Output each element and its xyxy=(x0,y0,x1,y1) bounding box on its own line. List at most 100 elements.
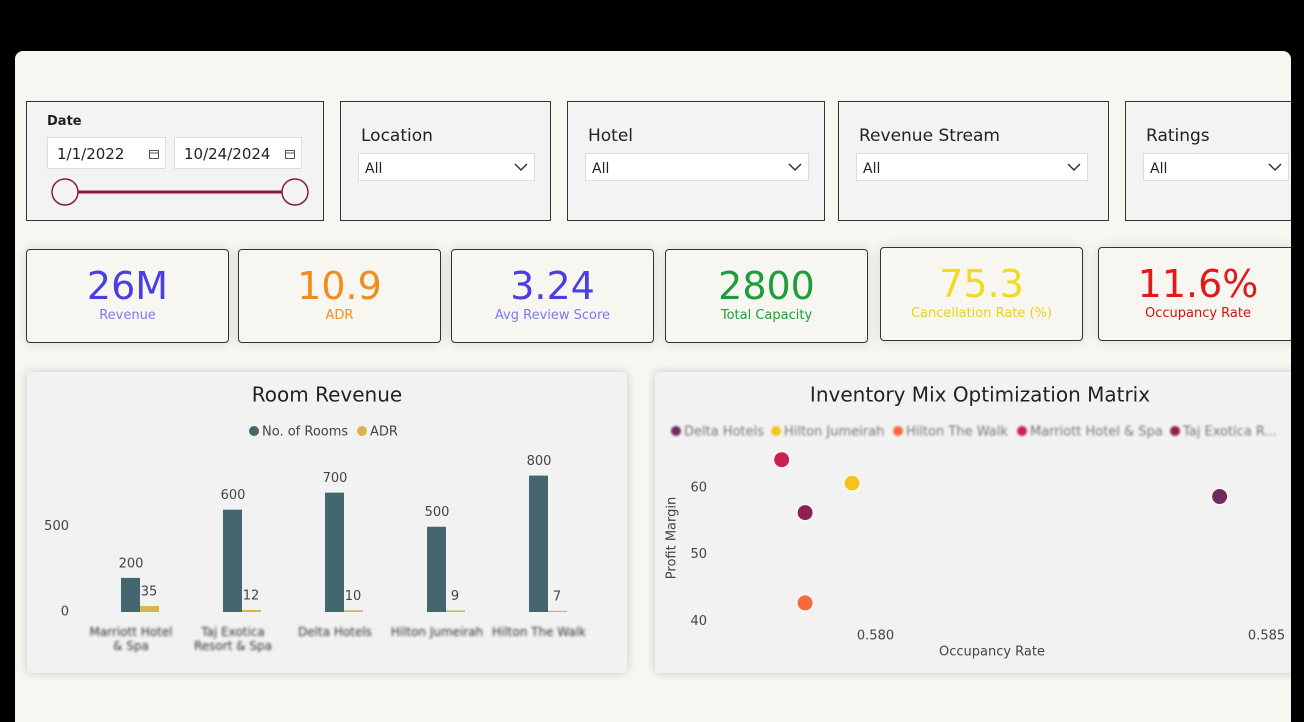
dropdown[interactable]: All xyxy=(358,153,535,181)
dropdown-value: All xyxy=(592,161,610,177)
kpi-value: 75.3 xyxy=(939,262,1024,306)
legend-item: Hilton Jumeirah xyxy=(771,425,884,440)
kpi-card: 2800 Total Capacity xyxy=(665,249,868,343)
start-date-text: 1/1/2022 xyxy=(57,145,125,163)
scatter-point xyxy=(843,474,861,492)
data-label: 200 xyxy=(119,556,144,571)
data-label: 700 xyxy=(323,471,348,486)
legend-swatch xyxy=(357,426,367,436)
legend-item: Delta Hotels xyxy=(671,425,764,440)
chevron xyxy=(788,163,802,172)
filter-label: Revenue Stream xyxy=(859,126,1000,146)
legend-swatch xyxy=(771,426,781,436)
bar xyxy=(344,610,363,612)
data-label: 10 xyxy=(345,589,362,604)
x-tick-label: Delta Hotels xyxy=(298,625,372,639)
dropdown[interactable]: All xyxy=(585,153,809,181)
calendar-icon xyxy=(285,150,295,159)
kpi-label: Cancellation Rate (%) xyxy=(910,306,1053,321)
chevron xyxy=(1268,163,1282,172)
kpi-label: ADR xyxy=(325,308,354,323)
data-label: 12 xyxy=(243,588,260,603)
scatter-point xyxy=(796,594,814,612)
date-slider[interactable] xyxy=(37,175,317,209)
bar xyxy=(548,610,567,612)
legend-swatch xyxy=(671,426,681,436)
x-axis-label: Occupancy Rate xyxy=(939,645,1045,660)
slider-handle[interactable] xyxy=(51,178,79,206)
dropdown-value: All xyxy=(1150,161,1168,177)
kpi-value: 3.24 xyxy=(510,264,595,308)
bar xyxy=(529,475,548,612)
y-tick-label: 50 xyxy=(690,547,707,562)
x-tick-label: Hilton Jumeirah xyxy=(390,625,484,639)
chart-title: Inventory Mix Optimization Matrix xyxy=(810,383,1150,407)
chart-title: Room Revenue xyxy=(252,383,402,407)
legend-label: Hilton Jumeirah xyxy=(784,425,884,440)
x-tick-label: 0.585 xyxy=(1248,629,1285,644)
kpi-value: 11.6% xyxy=(1137,262,1259,306)
scatter-point xyxy=(796,504,814,522)
legend-label: Taj Exotica R... xyxy=(1182,425,1277,440)
legend-label: Hilton The Walk xyxy=(906,425,1008,440)
legend-item: Marriott Hotel & Spa xyxy=(1017,425,1163,440)
kpi-value: 26M xyxy=(86,264,169,308)
x-tick-label: 0.580 xyxy=(857,629,894,644)
dropdown[interactable]: All xyxy=(1143,153,1289,181)
legend-label: Delta Hotels xyxy=(684,425,764,440)
end-date-text: 10/24/2024 xyxy=(184,145,271,163)
kpi-label: Occupancy Rate xyxy=(1144,306,1251,321)
kpi-card: 26M Revenue xyxy=(26,249,229,343)
legend-item: Hilton The Walk xyxy=(893,425,1008,440)
data-label: 600 xyxy=(221,488,246,503)
date-filter: Date 1/1/2022 10/24/2024 xyxy=(26,101,324,221)
legend-label: No. of Rooms xyxy=(262,425,348,440)
chevron xyxy=(514,163,528,172)
calendar-icon xyxy=(149,150,159,159)
dropdown-value: All xyxy=(365,161,383,177)
y-tick-label: 500 xyxy=(44,519,69,534)
bar xyxy=(223,509,242,612)
scatter-panel xyxy=(655,372,1291,673)
y-tick-label: 60 xyxy=(690,480,707,495)
date-label: Date xyxy=(47,114,82,129)
kpi-value: 2800 xyxy=(718,264,815,308)
bar xyxy=(427,526,446,612)
x-tick-label: Taj Exotica Resort & Spa xyxy=(194,625,272,653)
bar xyxy=(325,492,344,612)
kpi-card: 10.9 ADR xyxy=(238,249,441,343)
data-label: 500 xyxy=(425,505,450,520)
filter-label: Hotel xyxy=(588,126,634,146)
kpi-card: 3.24 Avg Review Score xyxy=(451,249,654,343)
scatter-point xyxy=(1211,488,1229,506)
kpi-value: 10.9 xyxy=(297,264,382,308)
legend-swatch xyxy=(1170,426,1180,436)
kpi-card: 75.3 Cancellation Rate (%) xyxy=(880,247,1083,341)
dropdown-value: All xyxy=(863,161,881,177)
dropdown-filter: Hotel All xyxy=(567,101,825,221)
kpi-label: Revenue xyxy=(99,308,156,323)
y-tick-label: 0 xyxy=(61,605,69,620)
end-date[interactable]: 10/24/2024 xyxy=(174,137,302,169)
legend-label: ADR xyxy=(370,425,398,440)
data-label: 7 xyxy=(553,589,561,604)
bar xyxy=(242,609,261,612)
kpi-label: Total Capacity xyxy=(720,308,813,323)
start-date[interactable]: 1/1/2022 xyxy=(47,137,166,169)
dropdown[interactable]: All xyxy=(856,153,1088,181)
legend-swatch xyxy=(1017,426,1027,436)
legend-swatch xyxy=(893,426,903,436)
data-label: 800 xyxy=(527,454,552,469)
data-label: 9 xyxy=(451,589,459,604)
bar xyxy=(121,577,140,612)
dashboard: Date 1/1/2022 10/24/2024 Location All Hote… xyxy=(15,51,1291,722)
dropdown-filter: Ratings All xyxy=(1125,101,1291,221)
filter-label: Ratings xyxy=(1146,126,1210,146)
x-tick-label: Hilton The Walk xyxy=(491,625,587,639)
slider-handle[interactable] xyxy=(281,178,309,206)
chevron xyxy=(1067,163,1081,172)
scatter-point xyxy=(773,451,791,469)
kpi-label: Avg Review Score xyxy=(494,308,611,323)
